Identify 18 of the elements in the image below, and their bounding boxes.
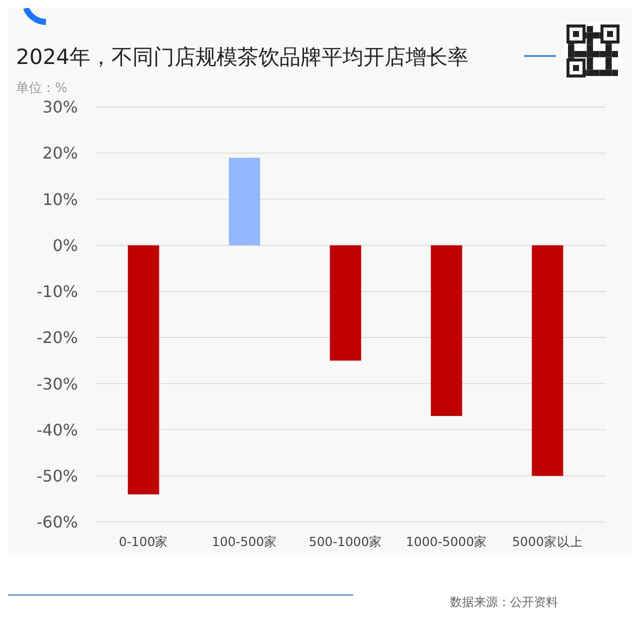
source-note: 数据来源：公开资料 bbox=[450, 595, 558, 609]
y-tick-label: 20% bbox=[42, 144, 78, 163]
x-tick-label: 1000-5000家 bbox=[406, 534, 488, 549]
y-tick-label: -50% bbox=[36, 466, 78, 486]
y-tick-label: 0% bbox=[52, 236, 78, 255]
x-tick-label: 500-1000家 bbox=[308, 534, 382, 549]
y-tick-label: -40% bbox=[36, 420, 78, 440]
y-axis-title: 单位：% bbox=[16, 81, 68, 96]
x-tick-label: 0-100家 bbox=[118, 534, 168, 549]
chart-title: 2024年，不同门店规模茶饮品牌平均开店增长率 bbox=[16, 45, 468, 69]
x-tick-label: 5000家以上 bbox=[512, 534, 583, 549]
y-tick-label: 10% bbox=[42, 190, 78, 209]
y-tick-label: -60% bbox=[36, 512, 78, 532]
y-tick-label: -10% bbox=[36, 282, 78, 302]
y-tick-label: -30% bbox=[36, 374, 78, 394]
y-tick-label: 30% bbox=[42, 98, 78, 117]
x-tick-label: 100-500家 bbox=[212, 534, 278, 549]
y-tick-label: -20% bbox=[36, 328, 78, 348]
